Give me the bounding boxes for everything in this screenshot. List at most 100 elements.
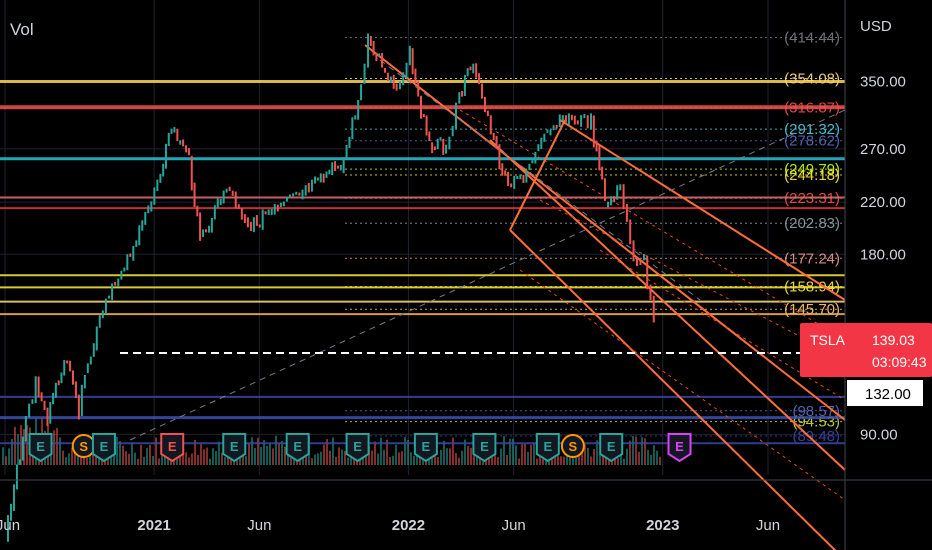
volume-bar <box>467 446 469 465</box>
volume-bar <box>536 458 538 465</box>
volume-bar <box>215 450 217 465</box>
candle <box>475 63 478 78</box>
candle <box>170 128 173 134</box>
candle <box>228 186 231 191</box>
candle <box>552 125 555 131</box>
earnings-marker: S <box>560 434 585 458</box>
earnings-marker-label: E <box>607 439 616 454</box>
volume-bar <box>557 455 559 465</box>
candle <box>445 144 448 154</box>
candle <box>237 204 240 209</box>
candle <box>392 74 395 89</box>
earnings-marker-label: E <box>543 439 552 454</box>
price-point <box>379 60 380 61</box>
volume-bar <box>560 456 562 465</box>
volume-bar <box>131 442 133 465</box>
volume-bar <box>527 451 529 465</box>
earnings-marker-label: S <box>569 439 578 454</box>
candle <box>461 90 464 97</box>
candle <box>72 370 75 385</box>
candle <box>642 253 645 261</box>
candle <box>619 184 622 191</box>
candle <box>240 208 243 220</box>
candle <box>282 201 285 207</box>
volume-bar <box>344 451 346 465</box>
candle <box>483 96 486 113</box>
candle <box>129 253 132 257</box>
volume-bar <box>437 456 439 465</box>
volume-bar <box>488 458 490 465</box>
earnings-marker-label: E <box>168 439 177 454</box>
candle <box>31 399 34 404</box>
candle <box>89 356 92 365</box>
candle <box>159 173 162 183</box>
candle <box>37 376 40 398</box>
candle <box>123 267 126 272</box>
candle <box>492 133 495 141</box>
volume-bar <box>386 439 388 465</box>
volume-bar <box>272 448 274 465</box>
candle <box>363 63 366 84</box>
candle <box>439 137 442 141</box>
volume-bar <box>56 427 58 465</box>
grid <box>0 0 845 475</box>
volume-bar <box>521 444 523 465</box>
candle <box>83 374 86 389</box>
candle <box>372 41 375 56</box>
volume-bar <box>401 451 403 465</box>
price-series <box>5 33 655 542</box>
volume-bar <box>338 447 340 465</box>
volume-bar <box>512 438 514 465</box>
volume-bar <box>23 429 25 465</box>
candle <box>525 169 528 183</box>
candle <box>402 72 405 86</box>
price-point <box>226 184 227 185</box>
candle <box>54 382 57 398</box>
candle <box>622 184 625 210</box>
volume-bar <box>194 440 196 465</box>
candle <box>603 178 606 201</box>
volume-bar <box>593 448 595 465</box>
candle <box>348 136 351 148</box>
candle <box>164 143 167 169</box>
price-point <box>426 139 427 140</box>
candle <box>86 363 89 374</box>
price-point <box>487 121 488 122</box>
candle <box>419 95 422 119</box>
candle <box>516 175 519 179</box>
candle <box>52 392 55 405</box>
candle <box>187 148 190 156</box>
volume-bar <box>137 458 139 465</box>
ticker-symbol: TSLA <box>810 332 846 348</box>
volume-bar <box>20 425 22 465</box>
earnings-shield <box>222 433 247 463</box>
candle <box>261 209 264 230</box>
volume-bar <box>623 458 625 465</box>
channel-line <box>489 139 846 471</box>
candle <box>583 113 586 119</box>
candle <box>57 380 60 386</box>
candle <box>501 163 504 176</box>
candle <box>519 174 522 180</box>
candle <box>636 257 639 267</box>
candle <box>66 360 69 364</box>
x-tick-label: Jun <box>247 517 271 534</box>
candle <box>570 114 573 121</box>
price-point <box>171 127 172 128</box>
volume-bar <box>656 450 658 465</box>
x-tick-label: Jun <box>502 517 526 534</box>
volume-bar <box>596 440 598 465</box>
candle <box>264 211 267 215</box>
earnings-marker-label: E <box>422 439 431 454</box>
x-tick-label: 2021 <box>137 517 170 534</box>
price-point <box>5 539 6 540</box>
candle <box>504 170 507 176</box>
volume-bar <box>209 458 211 465</box>
candle <box>132 245 135 261</box>
candle <box>629 219 632 245</box>
candle <box>375 52 378 62</box>
volume-bar <box>329 450 331 465</box>
volume-bar <box>470 447 472 465</box>
